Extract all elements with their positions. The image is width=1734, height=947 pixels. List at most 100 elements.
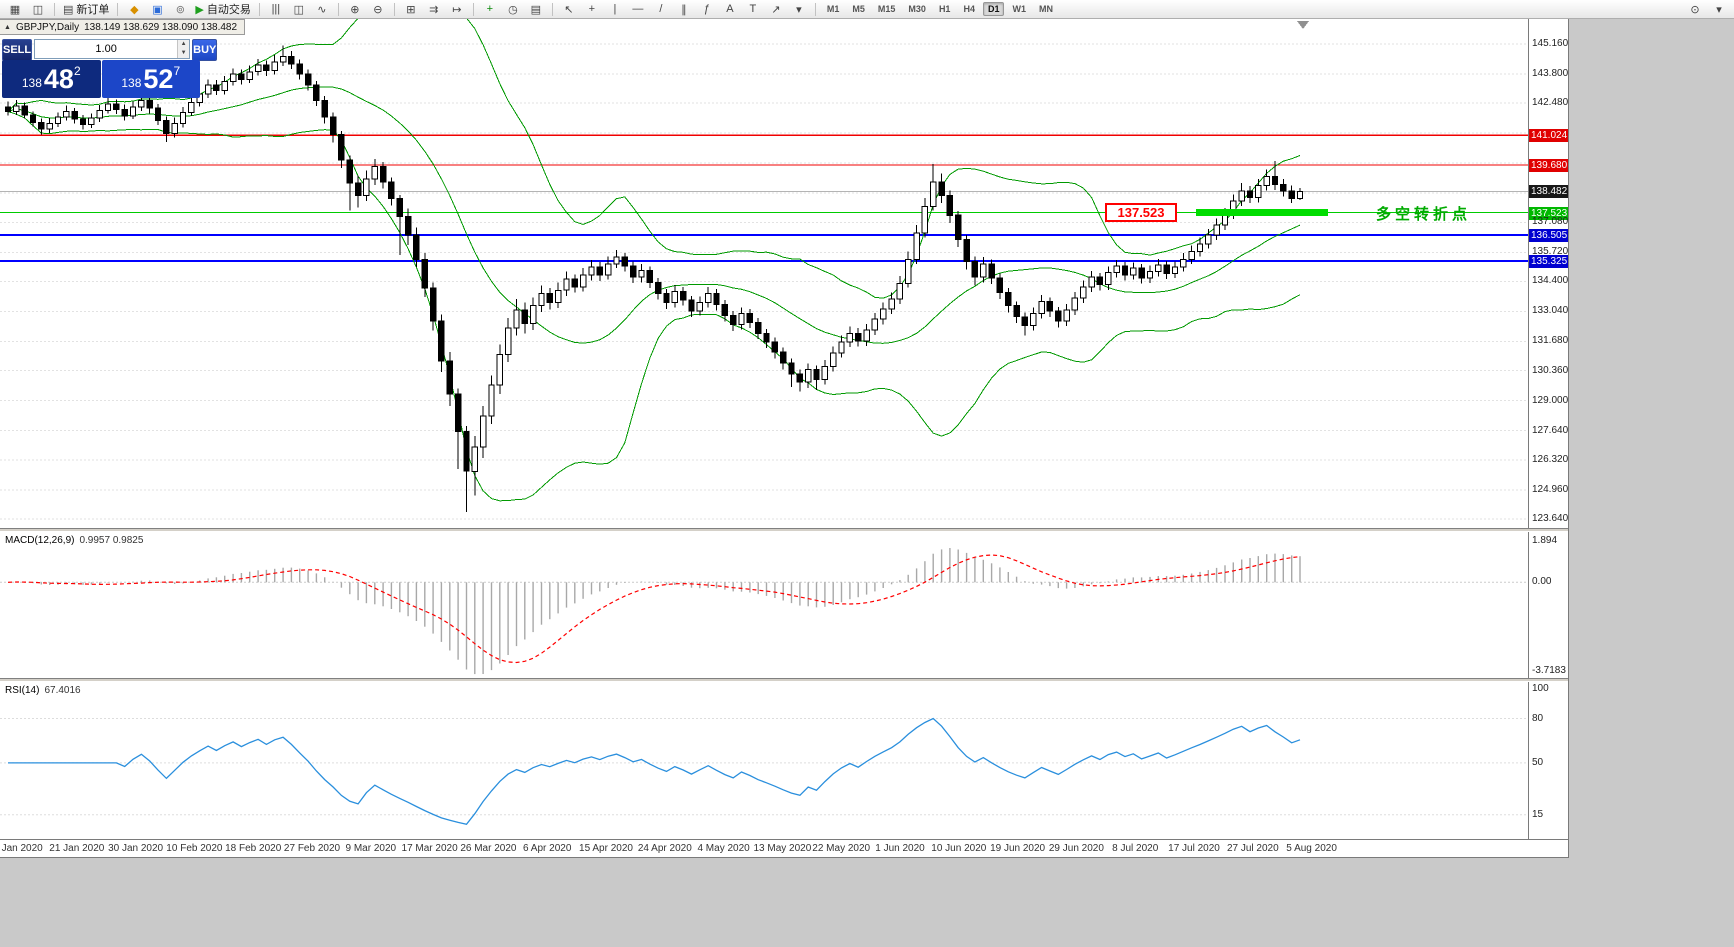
buy-button[interactable]: BUY <box>192 39 218 61</box>
buy-price[interactable]: 138 52 7 <box>101 60 200 98</box>
objects-dropdown-icon[interactable]: ▾ <box>796 3 802 16</box>
timeframe-m15-button[interactable]: M15 <box>877 4 896 14</box>
price-scale-marker: 141.024 <box>1529 129 1568 143</box>
cursor-icon[interactable]: ↖ <box>564 3 574 16</box>
date-label: 5 Aug 2020 <box>1286 843 1337 854</box>
indicators-icon[interactable]: + <box>486 3 494 15</box>
volume-down-icon[interactable]: ▼ <box>178 49 190 58</box>
volume-input[interactable] <box>35 40 178 58</box>
date-label: 26 Mar 2020 <box>460 843 517 854</box>
tile-windows-icon[interactable]: ⊞ <box>406 3 416 16</box>
toolbar-separator <box>472 2 474 16</box>
crosshair-icon[interactable]: + <box>588 3 596 15</box>
collapse-icon[interactable]: ▲ <box>4 23 11 31</box>
text-label-icon[interactable]: T <box>749 3 757 15</box>
sell-price-sup: 2 <box>73 64 81 78</box>
macd-chart[interactable] <box>0 532 1528 678</box>
timeframe-h1-button[interactable]: H1 <box>938 4 951 14</box>
price-scale-tick: 134.400 <box>1532 275 1568 287</box>
sell-price-big: 48 <box>43 63 74 94</box>
one-click-trading-panel: SELL ▲ ▼ BUY 138 48 2 <box>2 39 218 98</box>
date-label: 2 Jan 2020 <box>0 843 43 854</box>
timeframe-m30-button[interactable]: M30 <box>908 4 926 14</box>
toolbar-separator <box>551 2 553 16</box>
new-order-button[interactable]: ▤ 新订单 <box>63 3 110 17</box>
chart-title-strip[interactable]: ▲ GBPJPY,Daily 138.149 138.629 138.090 1… <box>0 19 246 35</box>
timeframe-h4-button[interactable]: H4 <box>963 4 975 14</box>
buy-price-sup: 7 <box>173 64 181 78</box>
rsi-scale[interactable]: 100 80 50 15 <box>1528 682 1568 839</box>
price-scale-tick: 142.480 <box>1532 97 1568 109</box>
panel-splitter[interactable] <box>0 528 1568 532</box>
timeframe-m1-button[interactable]: M1 <box>826 4 840 14</box>
chart-shift-icon[interactable]: ↦ <box>452 3 462 16</box>
symbol-period-label: GBPJPY,Daily <box>15 21 80 33</box>
panel-splitter[interactable] <box>0 678 1568 682</box>
rsi-chart[interactable] <box>0 682 1528 839</box>
volume-up-icon[interactable]: ▲ <box>178 40 190 49</box>
toolbars-menu-icon[interactable]: ▾ <box>1716 3 1722 16</box>
timeframe-d1-button[interactable]: D1 <box>982 2 1005 16</box>
toolbar-separator <box>117 2 119 16</box>
horizontal-line-icon[interactable]: — <box>632 3 644 15</box>
date-label: 22 May 2020 <box>812 843 871 854</box>
price-scale-tick: 124.960 <box>1532 483 1568 495</box>
metaeditor-icon[interactable]: ◆ <box>130 3 139 16</box>
sell-price[interactable]: 138 48 2 <box>2 60 101 98</box>
sell-price-prefix: 138 <box>21 76 42 90</box>
price-scale[interactable]: 145.160 143.800 142.480 141.024 139.680 138.4… <box>1528 19 1568 528</box>
new-chart-icon[interactable]: ▦ <box>9 3 21 16</box>
line-chart-icon[interactable]: ∿ <box>317 3 327 16</box>
date-label: 27 Feb 2020 <box>283 843 341 854</box>
timeframe-mn-button[interactable]: MN <box>1038 4 1053 14</box>
periods-icon[interactable]: ◷ <box>508 3 518 16</box>
vertical-line-icon[interactable]: | <box>613 3 617 15</box>
toolbar-separator <box>54 2 55 16</box>
candlestick-chart-icon[interactable]: ◫ <box>293 3 305 16</box>
price-scale-tick: 131.680 <box>1532 335 1568 347</box>
fibonacci-icon[interactable]: ƒ <box>703 3 710 15</box>
chart-profiles-icon[interactable]: ◫ <box>32 3 44 16</box>
trendline-icon[interactable]: / <box>659 3 663 15</box>
macd-scale[interactable]: 1.894 0.00 -3.7183 <box>1528 532 1568 678</box>
price-scale-tick: 137.080 <box>1532 216 1568 228</box>
price-scale-marker: 136.505 <box>1529 228 1568 242</box>
price-chart[interactable] <box>0 19 1528 528</box>
macd-scale-tick: 0.00 <box>1532 576 1552 588</box>
toolbar-separator <box>258 2 260 16</box>
autotrading-button[interactable]: ▶ 自动交易 <box>195 3 251 17</box>
search-icon[interactable]: ⊙ <box>1690 3 1700 16</box>
price-scale-tick: 127.640 <box>1532 424 1568 436</box>
templates-icon[interactable]: ▤ <box>530 3 542 16</box>
timeframe-w1-button[interactable]: W1 <box>1012 4 1026 14</box>
price-scale-tick: 130.360 <box>1532 364 1568 376</box>
date-label: 19 Jun 2020 <box>990 843 1046 854</box>
price-scale-marker: 137.523 <box>1529 206 1568 220</box>
main-toolbar: ▦ ◫ ▤ 新订单 ◆ ▣ ⊚ ▶ 自动交易 ||| ◫ ∿ ⊕ ⊖ ⊞ ⇉ ↦ + ◷ ▤ ↖ + | — / ∥ ƒ A T ↗ ▾ M1… <box>0 0 1734 19</box>
auto-scroll-icon[interactable]: ⇉ <box>429 3 439 16</box>
arrow-tools-icon[interactable]: ↗ <box>771 3 781 16</box>
community-icon[interactable]: ⊚ <box>175 3 186 16</box>
market-icon[interactable]: ▣ <box>152 3 163 16</box>
date-label: 10 Jun 2020 <box>931 843 987 854</box>
zoom-out-icon[interactable]: ⊖ <box>373 3 383 16</box>
price-scale-tick: 129.000 <box>1532 394 1568 406</box>
toolbar-separator <box>393 2 395 16</box>
price-scale-tick: 123.640 <box>1532 512 1568 524</box>
price-scale-marker: 135.325 <box>1529 255 1568 269</box>
macd-header: MACD(12,26,9) 0.9957 0.9825 <box>5 535 144 546</box>
price-annotation-box: 137.523 <box>1105 203 1177 222</box>
timeframe-m5-button[interactable]: M5 <box>852 4 865 14</box>
bar-chart-icon[interactable]: ||| <box>271 3 281 15</box>
macd-scale-tick: 1.894 <box>1532 535 1558 546</box>
equidistant-channel-icon[interactable]: ∥ <box>681 3 687 16</box>
zoom-in-icon[interactable]: ⊕ <box>350 3 360 16</box>
rsi-scale-tick: 15 <box>1532 808 1544 820</box>
date-label: 21 Jan 2020 <box>49 843 105 854</box>
price-scale-tick: 143.800 <box>1532 67 1568 79</box>
sell-button[interactable]: SELL <box>2 39 33 61</box>
volume-spinner: ▲ ▼ <box>177 40 190 58</box>
text-icon[interactable]: A <box>726 3 734 15</box>
